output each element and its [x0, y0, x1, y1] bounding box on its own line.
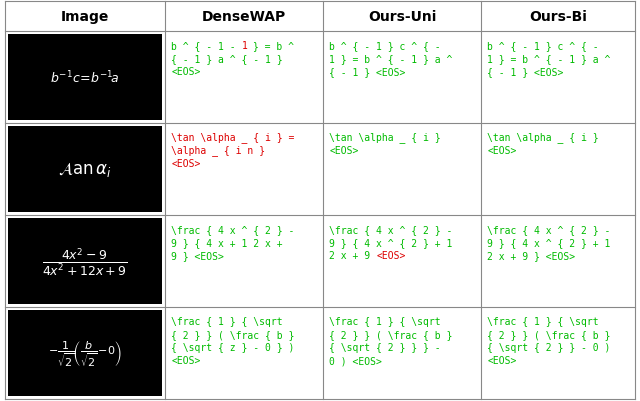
Text: \frac { 1 } { \sqrt: \frac { 1 } { \sqrt — [488, 316, 599, 326]
Text: { - 1 } <EOS>: { - 1 } <EOS> — [330, 67, 406, 77]
Text: $-\dfrac{1}{\sqrt{2}}\!\left(\dfrac{b}{\sqrt{2}}\!-\!0\right)$: $-\dfrac{1}{\sqrt{2}}\!\left(\dfrac{b}{\… — [48, 338, 122, 368]
Text: { - 1 } a ^ { - 1 }: { - 1 } a ^ { - 1 } — [172, 54, 283, 64]
Text: \alpha _ { i n }: \alpha _ { i n } — [172, 145, 266, 156]
Text: \frac { 1 } { \sqrt: \frac { 1 } { \sqrt — [330, 316, 441, 326]
Text: { - 1 } <EOS>: { - 1 } <EOS> — [488, 67, 564, 77]
Text: \frac { 4 x ^ { 2 } -: \frac { 4 x ^ { 2 } - — [172, 224, 295, 234]
Text: { 2 } } ( \frac { b }: { 2 } } ( \frac { b } — [330, 329, 452, 339]
Text: \tan \alpha _ { i }: \tan \alpha _ { i } — [330, 132, 441, 143]
Text: } = b ^: } = b ^ — [247, 41, 294, 51]
Text: Image: Image — [61, 10, 109, 24]
Text: { \sqrt { 2 } } - 0 ): { \sqrt { 2 } } - 0 ) — [488, 342, 611, 352]
Text: <EOS>: <EOS> — [172, 67, 201, 77]
Text: \frac { 4 x ^ { 2 } -: \frac { 4 x ^ { 2 } - — [488, 224, 611, 234]
Text: DenseWAP: DenseWAP — [202, 10, 286, 24]
Text: { \sqrt { z } - 0 } ): { \sqrt { z } - 0 } ) — [172, 342, 295, 352]
Text: $\mathcal{A}\mathrm{an}\,\alpha_i$: $\mathcal{A}\mathrm{an}\,\alpha_i$ — [58, 160, 112, 179]
Text: 9 } { 4 x ^ { 2 } + 1: 9 } { 4 x ^ { 2 } + 1 — [330, 237, 452, 247]
Text: Ours-Bi: Ours-Bi — [529, 10, 587, 24]
Text: { 2 } } ( \frac { b }: { 2 } } ( \frac { b } — [172, 329, 295, 339]
Text: 0 ) <EOS>: 0 ) <EOS> — [330, 355, 382, 365]
Text: b ^ { - 1 -: b ^ { - 1 - — [172, 41, 242, 51]
Text: $b^{-1}c\!=\!b^{-1}\!a$: $b^{-1}c\!=\!b^{-1}\!a$ — [51, 69, 120, 86]
Text: { 2 } } ( \frac { b }: { 2 } } ( \frac { b } — [488, 329, 611, 339]
Text: <EOS>: <EOS> — [488, 355, 516, 365]
Text: <EOS>: <EOS> — [376, 251, 406, 260]
Text: 9 } { 4 x + 1 2 x +: 9 } { 4 x + 1 2 x + — [172, 237, 283, 247]
Text: 9 } { 4 x ^ { 2 } + 1: 9 } { 4 x ^ { 2 } + 1 — [488, 237, 611, 247]
Text: b ^ { - 1 } c ^ { -: b ^ { - 1 } c ^ { - — [330, 41, 441, 51]
Text: \tan \alpha _ { i } =: \tan \alpha _ { i } = — [172, 132, 295, 143]
Text: 2 x + 9: 2 x + 9 — [330, 251, 376, 260]
Text: <EOS>: <EOS> — [172, 159, 201, 169]
Text: 1 } = b ^ { - 1 } a ^: 1 } = b ^ { - 1 } a ^ — [488, 54, 611, 64]
Text: b ^ { - 1 } c ^ { -: b ^ { - 1 } c ^ { - — [488, 41, 599, 51]
Text: 1 } = b ^ { - 1 } a ^: 1 } = b ^ { - 1 } a ^ — [330, 54, 452, 64]
Bar — [8, 310, 162, 396]
Text: <EOS>: <EOS> — [330, 146, 359, 156]
Text: 1: 1 — [241, 41, 248, 51]
Text: \frac { 4 x ^ { 2 } -: \frac { 4 x ^ { 2 } - — [330, 224, 452, 234]
Bar — [8, 219, 162, 304]
Text: 9 } <EOS>: 9 } <EOS> — [172, 251, 224, 260]
Text: { \sqrt { 2 } } } -: { \sqrt { 2 } } } - — [330, 342, 441, 352]
Text: Ours-Uni: Ours-Uni — [368, 10, 436, 24]
Text: 2 x + 9 } <EOS>: 2 x + 9 } <EOS> — [488, 251, 575, 260]
Text: <EOS>: <EOS> — [488, 146, 516, 156]
Bar — [8, 35, 162, 121]
Text: $\dfrac{4x^2-9}{4x^2+12x+9}$: $\dfrac{4x^2-9}{4x^2+12x+9}$ — [42, 245, 128, 277]
Text: \tan \alpha _ { i }: \tan \alpha _ { i } — [488, 132, 599, 143]
Text: <EOS>: <EOS> — [172, 355, 201, 365]
Text: \frac { 1 } { \sqrt: \frac { 1 } { \sqrt — [172, 316, 283, 326]
Bar — [8, 127, 162, 213]
